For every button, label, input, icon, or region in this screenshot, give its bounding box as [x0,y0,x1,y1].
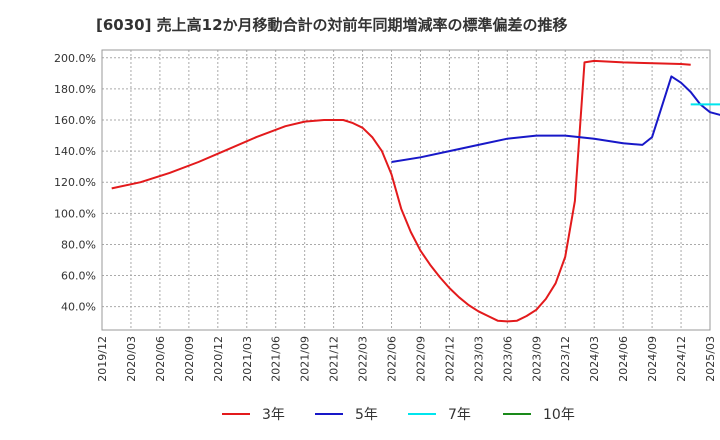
y-tick-label: 60.0% [61,270,96,283]
series-line-5年 [391,75,720,163]
series-layer [111,59,720,323]
x-tick-label: 2021/03 [241,336,254,382]
x-tick-label: 2022/12 [443,336,456,382]
y-axis: 40.0% 60.0% 80.0% 100.0% 120.0% 140.0% 160.0% 1… [54,52,96,314]
y-tick-label: 100.0% [54,207,96,220]
x-axis: 2019/12 2020/03 2020/06 2020/09 2020/12 2021/… [96,336,717,382]
x-tick-label: 2020/03 [125,336,138,382]
series-line-3年 [111,59,691,323]
x-tick-label: 2020/06 [154,336,167,382]
x-tick-label: 2020/09 [183,336,196,382]
x-tick-label: 2024/06 [617,336,630,382]
legend-label: 3年 [262,407,285,423]
plot-frame [101,49,711,331]
x-tick-label: 2021/09 [299,336,312,382]
y-tick-label: 200.0% [54,52,96,65]
x-tick-label: 2024/12 [675,336,688,382]
grid-layer [102,50,710,330]
legend-label: 10年 [543,407,575,423]
x-tick-label: 2022/03 [357,336,370,382]
x-tick-label: 2022/06 [386,336,399,382]
x-tick-label: 2025/03 [704,336,717,382]
x-tick-label: 2019/12 [96,336,109,382]
x-tick-label: 2023/12 [559,336,572,382]
y-tick-label: 80.0% [61,238,96,251]
y-tick-label: 120.0% [54,176,96,189]
x-tick-label: 2024/03 [588,336,601,382]
legend-label: 7年 [448,407,471,423]
legend: 3年 5年 7年 10年 [222,407,575,423]
x-tick-label: 2023/03 [472,336,485,382]
chart-title: [6030] 売上高12か月移動合計の対前年同期増減率の標準偏差の推移 [96,16,568,34]
x-tick-label: 2020/12 [212,336,225,382]
y-tick-label: 160.0% [54,114,96,127]
x-tick-label: 2024/09 [646,336,659,382]
legend-label: 5年 [355,407,378,423]
x-tick-label: 2021/12 [328,336,341,382]
x-tick-label: 2022/09 [414,336,427,382]
y-tick-label: 140.0% [54,145,96,158]
series-line-7年 [690,103,720,106]
x-tick-label: 2021/06 [270,336,283,382]
x-tick-label: 2023/09 [530,336,543,382]
y-tick-label: 40.0% [61,301,96,314]
y-tick-label: 180.0% [54,83,96,96]
x-tick-label: 2023/06 [501,336,514,382]
